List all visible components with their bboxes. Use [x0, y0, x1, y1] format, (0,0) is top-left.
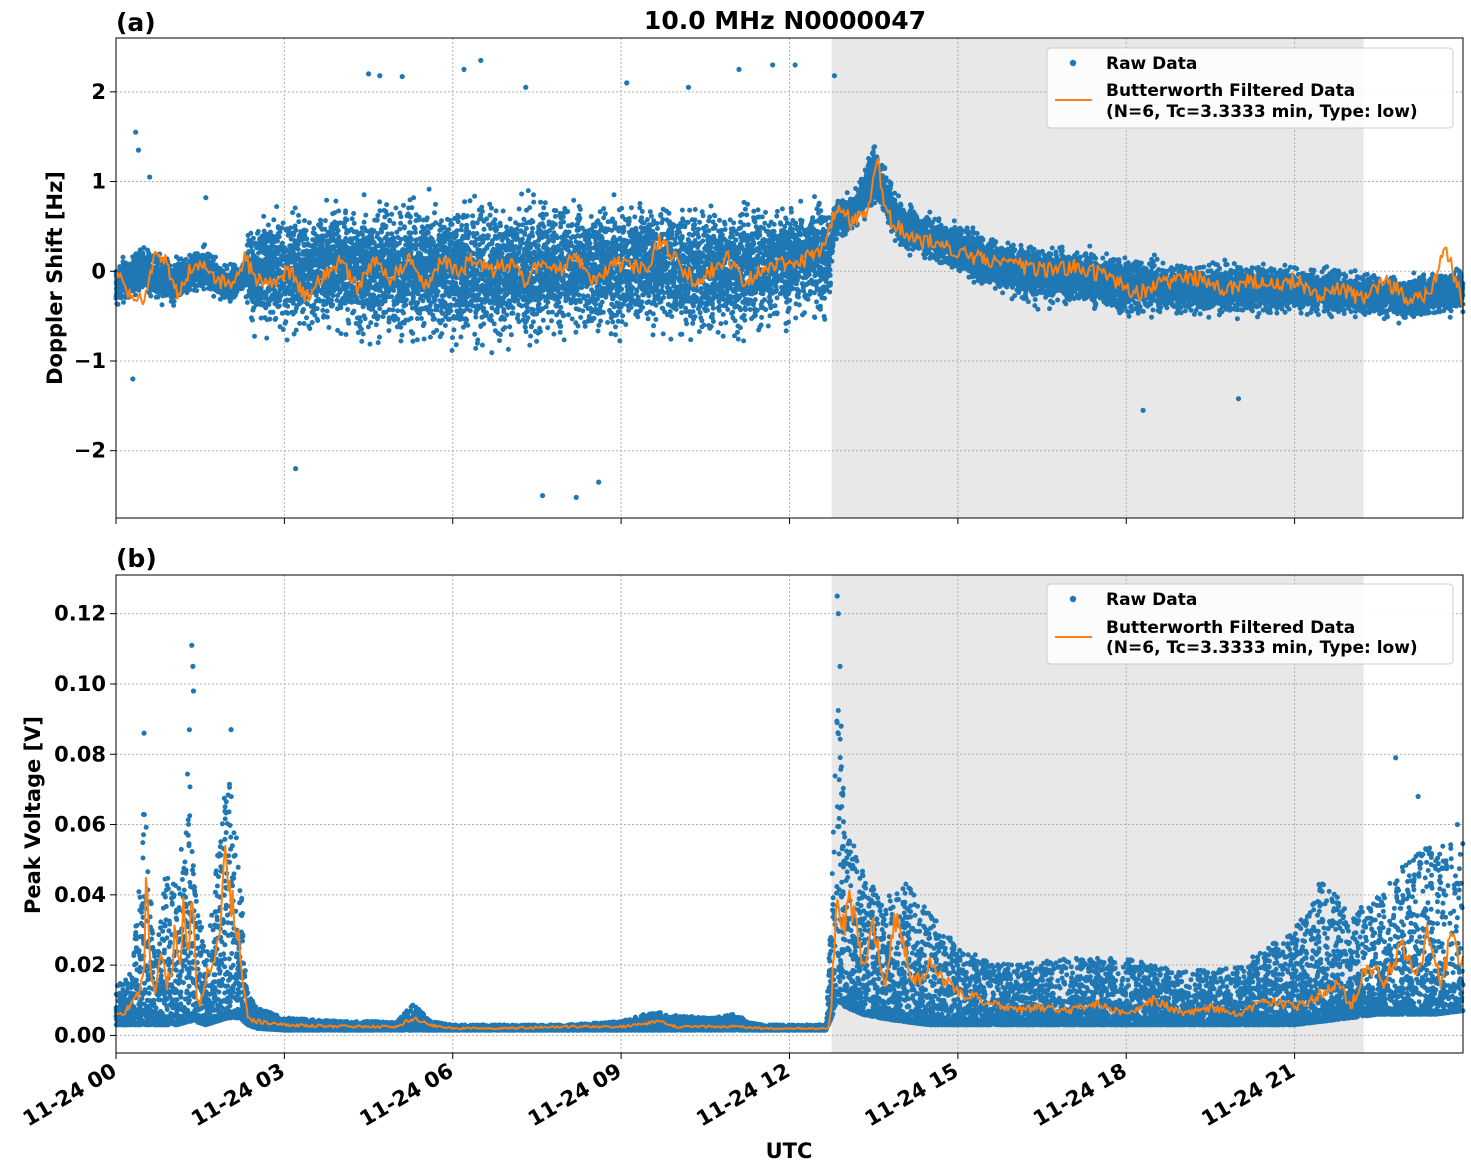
filtered-line-a	[115, 157, 1464, 310]
figure-title: 10.0 MHz N0000047	[644, 6, 926, 35]
raw-outlier-point-a	[523, 84, 529, 90]
y-tick-label-b: 0.00	[54, 1023, 106, 1047]
raw-outlier-point-b	[1393, 755, 1399, 761]
raw-outlier-point-a	[135, 147, 142, 153]
x-axis-ticks-a	[115, 518, 1296, 524]
legend-b: Raw Data Butterworth Filtered Data (N=6,…	[1046, 583, 1454, 665]
raw-outlier-point-a	[293, 466, 299, 472]
raw-outlier-point-a	[365, 71, 372, 77]
legend-filtered-label-a: Butterworth Filtered Data	[1106, 81, 1355, 101]
voltage-panel: (b) 0.00 0.02 0.04 0.06 0.08 0.10 0.12 11-24 0…	[19, 544, 1466, 1131]
legend-raw-label-b: Raw Data	[1106, 590, 1197, 610]
raw-outlier-point-a	[1235, 396, 1242, 402]
panel-a-label: (a)	[116, 8, 156, 37]
y-tick-label-b: 0.06	[54, 813, 106, 837]
x-tick-label: 11-24 03	[187, 1059, 289, 1132]
x-axis-ticks-b: 11-24 00 11-24 03 11-24 06 11-24 09 11-24 12…	[19, 1053, 1299, 1131]
doppler-panel: (a) −2 −1 0 1 2 Doppler Shift [Hz] Raw Data …	[43, 8, 1466, 524]
raw-outlier-point-b	[190, 688, 197, 694]
raw-outlier-point-b	[838, 723, 844, 729]
raw-outlier-point-a	[478, 57, 484, 64]
x-tick-label: 11-24 09	[524, 1059, 626, 1132]
raw-outlier-point-b	[190, 663, 196, 669]
raw-outlier-point-a	[831, 73, 838, 79]
y-tick-label-a: 2	[91, 80, 106, 104]
raw-outlier-point-a	[539, 492, 546, 499]
legend-filtered-label-b: Butterworth Filtered Data	[1106, 618, 1355, 638]
legend-filtered-params-a: (N=6, Tc=3.3333 min, Type: low)	[1106, 102, 1418, 122]
raw-outlier-point-a	[685, 84, 692, 90]
raw-outlier-point-a	[130, 376, 136, 382]
raw-outlier-point-a	[624, 80, 630, 86]
x-axis-label: UTC	[766, 1139, 813, 1163]
y-axis-label-a: Doppler Shift [Hz]	[43, 171, 67, 385]
legend-raw-label-a: Raw Data	[1106, 54, 1197, 74]
y-axis-ticks-a: −2 −1 0 1 2	[74, 80, 116, 463]
y-tick-label-b: 0.08	[54, 742, 106, 766]
legend-box-b	[1046, 583, 1454, 665]
legend-a: Raw Data Butterworth Filtered Data (N=6,…	[1046, 47, 1454, 129]
legend-raw-marker-a	[1069, 59, 1077, 67]
raw-outlier-point-a	[736, 66, 742, 73]
y-tick-label-b: 0.02	[54, 953, 106, 977]
raw-outlier-point-b	[189, 642, 195, 648]
raw-outlier-point-a	[133, 129, 139, 135]
x-tick-label: 11-24 21	[1197, 1059, 1299, 1132]
raw-outlier-point-a	[596, 479, 602, 485]
y-tick-label-a: 0	[91, 259, 106, 283]
raw-data-series-b	[113, 593, 1466, 1033]
x-tick-label: 11-24 00	[19, 1059, 121, 1132]
raw-outlier-point-a	[792, 62, 798, 68]
raw-outlier-point-b	[141, 730, 147, 736]
x-tick-label: 11-24 15	[861, 1059, 963, 1132]
raw-outlier-point-a	[399, 73, 405, 80]
x-tick-label: 11-24 06	[355, 1059, 457, 1132]
raw-data-points-b	[113, 708, 1466, 1033]
raw-outlier-point-a	[461, 66, 467, 73]
raw-outlier-point-b	[835, 611, 841, 617]
filtered-line-b	[115, 844, 1464, 1031]
y-tick-label-a: −2	[74, 439, 106, 463]
raw-outlier-point-a	[573, 494, 579, 500]
raw-outlier-point-b	[228, 727, 234, 733]
raw-outlier-point-b	[834, 593, 840, 599]
y-tick-label-b: 0.12	[54, 602, 106, 626]
legend-box-a	[1046, 47, 1454, 129]
x-tick-label: 11-24 12	[692, 1059, 794, 1132]
y-axis-label-b: Peak Voltage [V]	[21, 716, 45, 914]
grid-b	[116, 575, 1463, 1053]
y-tick-label-a: −1	[74, 349, 106, 373]
filtered-line-path-b	[115, 844, 1464, 1031]
panel-b-label: (b)	[116, 544, 157, 573]
raw-outlier-point-b	[837, 663, 843, 669]
raw-outlier-point-b	[1454, 821, 1460, 828]
raw-outlier-point-a	[1140, 407, 1146, 413]
raw-outlier-point-a	[770, 62, 776, 68]
legend-raw-marker-b	[1069, 595, 1077, 603]
filtered-line-path-a	[115, 157, 1464, 310]
y-tick-label-a: 1	[91, 170, 106, 194]
x-tick-label: 11-24 18	[1029, 1059, 1131, 1132]
legend-filtered-params-b: (N=6, Tc=3.3333 min, Type: low)	[1106, 638, 1418, 658]
raw-outlier-point-a	[203, 195, 209, 201]
raw-outlier-point-a	[377, 73, 383, 79]
raw-outlier-point-b	[1415, 793, 1421, 800]
raw-outlier-point-a	[147, 174, 153, 180]
y-axis-ticks-b: 0.00 0.02 0.04 0.06 0.08 0.10 0.12	[54, 602, 116, 1047]
y-tick-label-b: 0.10	[54, 672, 106, 696]
y-tick-label-b: 0.04	[54, 883, 106, 907]
